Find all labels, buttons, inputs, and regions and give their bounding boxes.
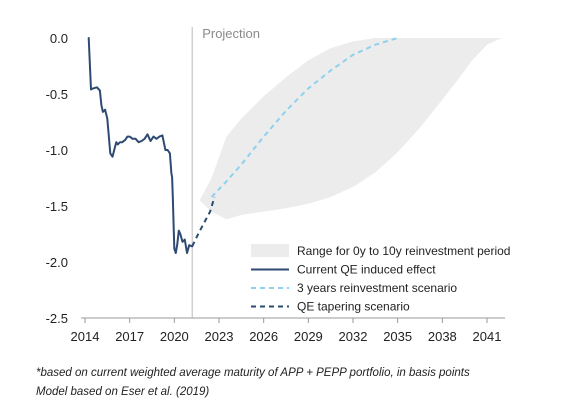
footnote-model-source: Model based on Eser et al. (2019) [36,386,210,398]
legend-label-series-2: 3 years reinvestment scenario [297,281,457,295]
axis-layer: 2014 2017 2020 2023 2026 2029 2032 2035 2038 2041… [46,31,505,344]
legend-item-range: Range for 0y to 10y reinvestment period [251,244,510,258]
legend-swatch-range [251,244,289,257]
projection-label: Projection [202,26,260,41]
y-tick-label: 0.0 [50,31,68,46]
x-tick-label: 2032 [339,329,368,344]
range-band-area [199,38,502,220]
x-tick-label: 2035 [383,329,412,344]
x-tick-label: 2038 [428,329,457,344]
x-tick-label: 2020 [160,329,189,344]
y-tick-label: -2.0 [46,255,68,270]
y-tick-label: -0.5 [46,87,68,102]
series-line-3 [191,196,216,247]
x-tick-label: 2014 [71,329,100,344]
x-tick-label: 2041 [473,329,502,344]
legend: Range for 0y to 10y reinvestment period C… [251,244,510,314]
x-tick-label: 2023 [205,329,234,344]
legend-item-series-1: Current QE induced effect [251,263,436,277]
range-band-layer [199,38,502,220]
x-tick-label: 2017 [115,329,144,344]
y-tick-label: -2.5 [46,311,68,326]
legend-label-range: Range for 0y to 10y reinvestment period [297,244,510,258]
projection-marker-layer: Projection [191,26,260,318]
x-tick-label: 2026 [249,329,278,344]
legend-item-series-3: QE tapering scenario [251,300,410,314]
series-line-2 [210,37,398,198]
legend-item-series-2: 3 years reinvestment scenario [251,281,457,295]
y-tick-label: -1.5 [46,199,68,214]
legend-label-series-1: Current QE induced effect [297,263,436,277]
x-tick-label: 2029 [294,329,323,344]
series-line-1 [87,37,194,254]
legend-label-series-3: QE tapering scenario [297,300,410,314]
footnote-basis-points: *based on current weighted average matur… [36,367,470,379]
series-layer [87,37,398,254]
y-tick-label: -1.0 [46,143,68,158]
